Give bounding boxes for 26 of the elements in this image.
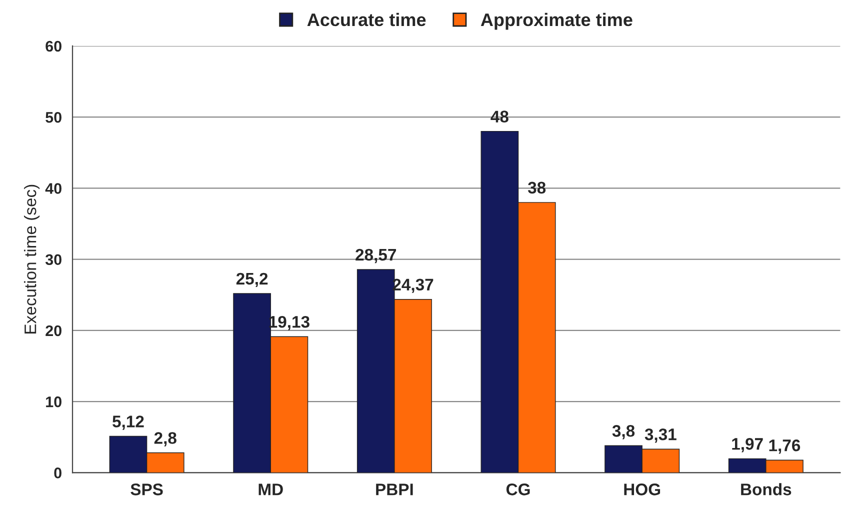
y-tick-label: 20 bbox=[46, 325, 62, 336]
data-label: 3,8 bbox=[612, 425, 635, 440]
x-tick-label: CG bbox=[506, 484, 530, 496]
x-tick-label: Bonds bbox=[741, 483, 792, 496]
data-label: 48 bbox=[490, 110, 508, 122]
x-tick-label: PBPI bbox=[376, 484, 413, 496]
data-label: 3,31 bbox=[644, 428, 676, 443]
data-label: 38 bbox=[528, 182, 546, 194]
data-label: 2,8 bbox=[154, 432, 176, 446]
y-tick-label: 0 bbox=[54, 468, 62, 478]
x-tick-label: SPS bbox=[130, 484, 163, 496]
legend-label: Approximate time bbox=[480, 12, 632, 30]
data-label: 1,76 bbox=[769, 440, 800, 454]
y-tick-label: 50 bbox=[46, 112, 62, 123]
y-tick-label: 10 bbox=[46, 396, 62, 408]
x-tick-label: HOG bbox=[624, 484, 660, 496]
y-axis-title: Execution time (sec) bbox=[24, 184, 40, 334]
data-label: 28,57 bbox=[356, 248, 396, 264]
data-label: 5,12 bbox=[112, 416, 144, 430]
y-tick-label: 40 bbox=[45, 183, 62, 194]
data-label: 1,97 bbox=[732, 438, 763, 452]
x-tick-label: MD bbox=[258, 484, 283, 496]
y-tick-label: 30 bbox=[45, 254, 62, 266]
data-label: 25,2 bbox=[236, 272, 268, 288]
y-tick-label: 60 bbox=[46, 40, 62, 52]
legend-label: Accurate time bbox=[307, 12, 426, 26]
